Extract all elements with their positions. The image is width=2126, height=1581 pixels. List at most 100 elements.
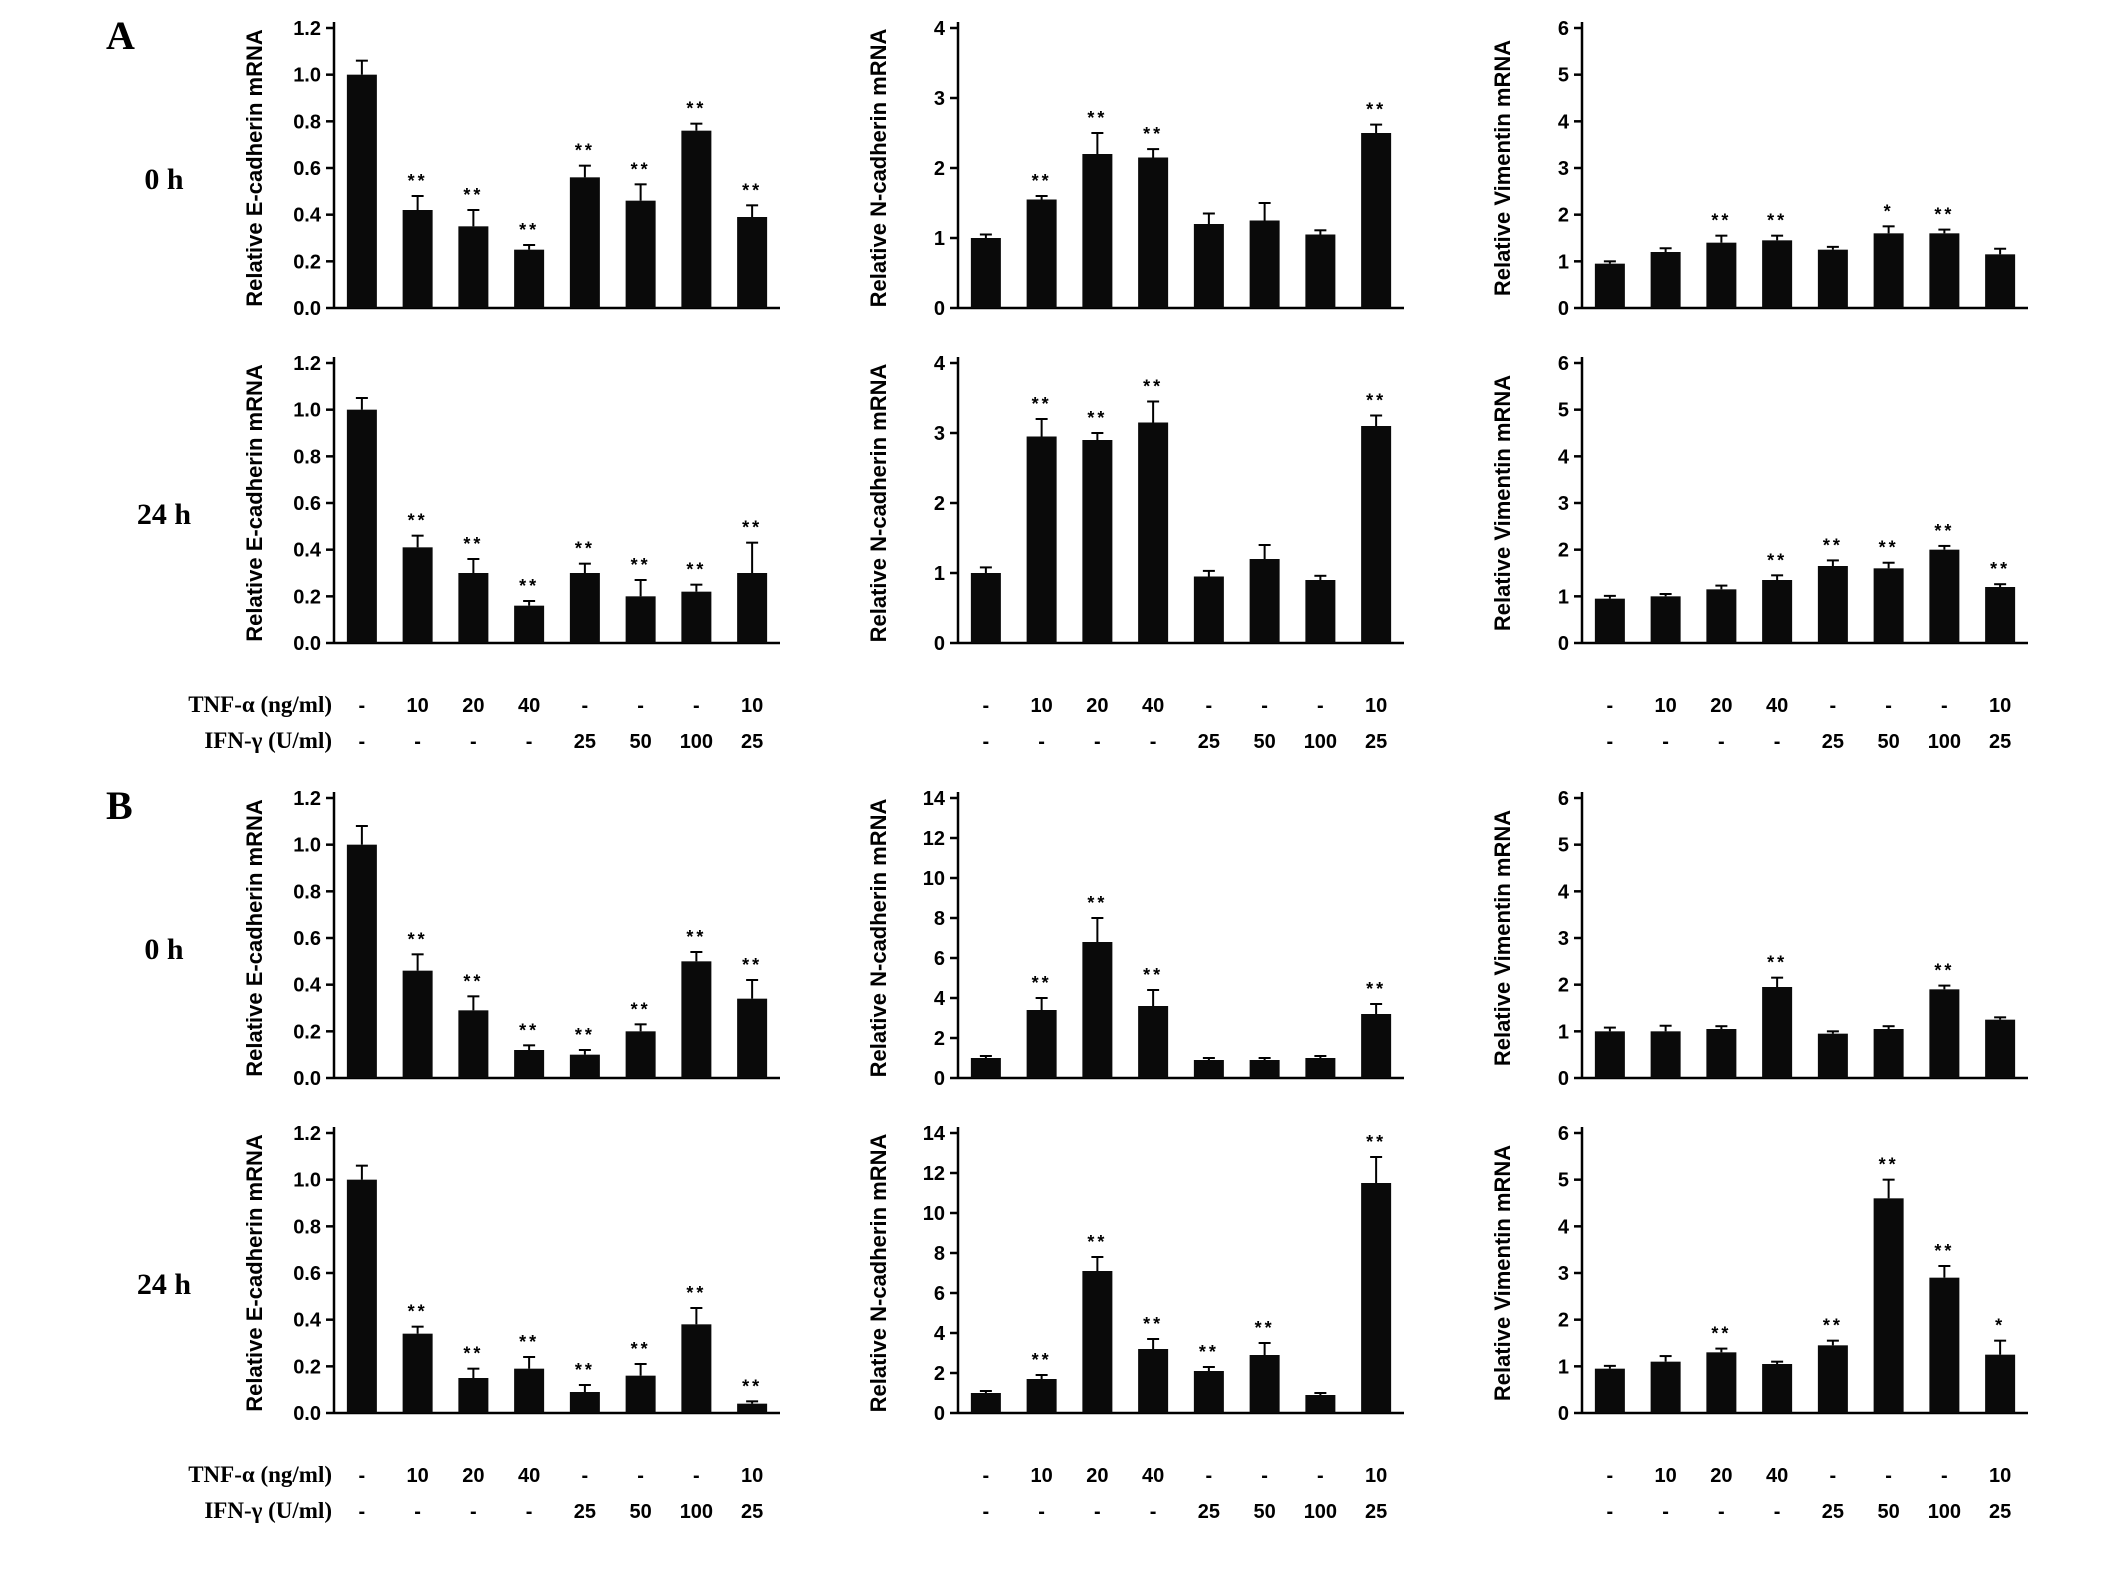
significance-stars: **: [519, 1332, 539, 1352]
significance-stars: **: [1366, 979, 1386, 999]
significance-stars: **: [1087, 1232, 1107, 1252]
bar: [1985, 587, 2016, 643]
time-label-b-24h: 24 h: [136, 1267, 192, 1301]
bar: [1361, 1183, 1392, 1413]
dose-value: 50: [1878, 731, 1900, 753]
bar: [569, 1054, 600, 1078]
bar: [1762, 240, 1793, 308]
bars: ** ** ** ** ** ** **: [346, 59, 768, 308]
y-tick-label: 4: [1558, 446, 1570, 468]
bar: [346, 844, 377, 1078]
y-tick-label: 1.0: [293, 65, 321, 87]
bar: [569, 177, 600, 308]
chart-a-24h-ncadherin: Relative N-cadherin mRNA 0 1 2 3 4 ** ** ** **: [866, 353, 1404, 655]
axes: [956, 792, 1404, 1080]
dose-value: -: [1150, 731, 1157, 753]
y-tick-label: 6: [1558, 788, 1569, 810]
panel-a-row-24h: 24 h Relative E-cadherin mRNA 0.0 0.2 0.4 0.…: [88, 347, 2126, 682]
y-tick-label: 0.6: [293, 158, 321, 180]
dose-value: -: [1662, 1501, 1669, 1523]
bar: [1249, 559, 1280, 643]
y-tick-label: 12: [923, 1163, 945, 1185]
significance-stars: **: [1087, 893, 1107, 913]
bar: [1985, 254, 2016, 308]
bar: [1650, 596, 1681, 643]
bar: [970, 1058, 1001, 1078]
bar: [1305, 1058, 1336, 1078]
dose-value: 50: [1254, 731, 1276, 753]
bar: [1138, 422, 1169, 643]
dose-value: -: [1094, 731, 1101, 753]
y-tick-label: 0.2: [293, 586, 321, 608]
time-label-b-0h: 0 h: [144, 932, 184, 966]
bar: [1138, 1349, 1169, 1413]
bar: [625, 1031, 656, 1078]
y-tick-label: 2: [1558, 1310, 1569, 1332]
dose-value: -: [1885, 695, 1892, 717]
dose-value: -: [1830, 1465, 1837, 1487]
y-tick-label: 1: [934, 228, 945, 250]
significance-stars: **: [408, 171, 428, 191]
dose-value: -: [359, 1501, 366, 1523]
y-tick-label: 4: [1558, 111, 1570, 133]
y-ticks: 0.0 0.2 0.4 0.6 0.8 1.0 1.2: [293, 18, 334, 320]
significance-stars: **: [1934, 205, 1954, 225]
bar: [402, 547, 433, 643]
significance-stars: **: [463, 185, 483, 205]
bars: ** ** ** **: [970, 893, 1392, 1078]
significance-stars: **: [1879, 538, 1899, 558]
significance-stars: **: [1143, 965, 1163, 985]
dose-value: -: [359, 695, 366, 717]
significance-stars: *: [1884, 201, 1894, 221]
y-axis-label: Relative E-cadherin mRNA: [242, 364, 267, 642]
significance-stars: **: [1823, 1316, 1843, 1336]
dose-value: -: [693, 1465, 700, 1487]
dose-value: -: [1317, 695, 1324, 717]
y-tick-label: 4: [1558, 1216, 1570, 1238]
dose-value: 10: [1655, 1465, 1677, 1487]
dose-value: 100: [1304, 1501, 1337, 1523]
significance-stars: **: [1767, 550, 1787, 570]
y-tick-label: 2: [934, 493, 945, 515]
significance-stars: **: [631, 1339, 651, 1359]
significance-stars: **: [1032, 394, 1052, 414]
dose-value: 40: [1766, 1465, 1788, 1487]
dose-value: -: [1038, 1501, 1045, 1523]
dose-value: -: [983, 731, 990, 753]
bar: [402, 1333, 433, 1413]
significance-stars: **: [1032, 973, 1052, 993]
panel-a-row-0h: 0 h Relative E-cadherin mRNA 0.0 0.2 0.4 0.6…: [88, 12, 2126, 347]
dose-value: -: [637, 695, 644, 717]
dose-value: 100: [1928, 1501, 1961, 1523]
bars: ** ** ** ** ** ** **: [346, 825, 768, 1078]
dose-value: 10: [407, 1465, 429, 1487]
y-tick-label: 1.0: [293, 400, 321, 422]
dose-value: 50: [1878, 1501, 1900, 1523]
bar: [1873, 568, 1904, 643]
bar: [1706, 1352, 1737, 1413]
dose-value: -: [983, 1501, 990, 1523]
y-axis-label: Relative E-cadherin mRNA: [242, 799, 267, 1077]
dose-value: 40: [518, 695, 540, 717]
dose-value: -: [1774, 731, 1781, 753]
bar: [737, 217, 768, 308]
dose-value: 40: [1142, 695, 1164, 717]
dose-value: -: [582, 695, 589, 717]
dose-value: 25: [1365, 731, 1387, 753]
bar: [1594, 1368, 1625, 1413]
bar: [625, 1375, 656, 1413]
y-axis-label: Relative N-cadherin mRNA: [866, 29, 891, 308]
dose-value: 25: [1365, 1501, 1387, 1523]
dose-value: 40: [518, 1465, 540, 1487]
significance-stars: **: [1934, 521, 1954, 541]
dose-value: -: [983, 1465, 990, 1487]
bars: ** ** ** **: [970, 377, 1392, 643]
bars: ** **: [1594, 953, 2016, 1078]
chart-b-0h-ncadherin: Relative N-cadherin mRNA02468101214*****…: [866, 788, 1404, 1090]
dose-axis-b-right: - 10 20 40 - - - 10 - - - - 25 50 100 25: [1607, 1465, 2012, 1523]
dose-value: 25: [1989, 731, 2011, 753]
y-ticks: 0 1 2 3 4 5 6: [1558, 788, 1582, 1090]
y-axis-label: Relative Vimentin mRNA: [1490, 375, 1515, 631]
y-tick-label: 1.0: [293, 835, 321, 857]
dose-value: 25: [574, 731, 596, 753]
